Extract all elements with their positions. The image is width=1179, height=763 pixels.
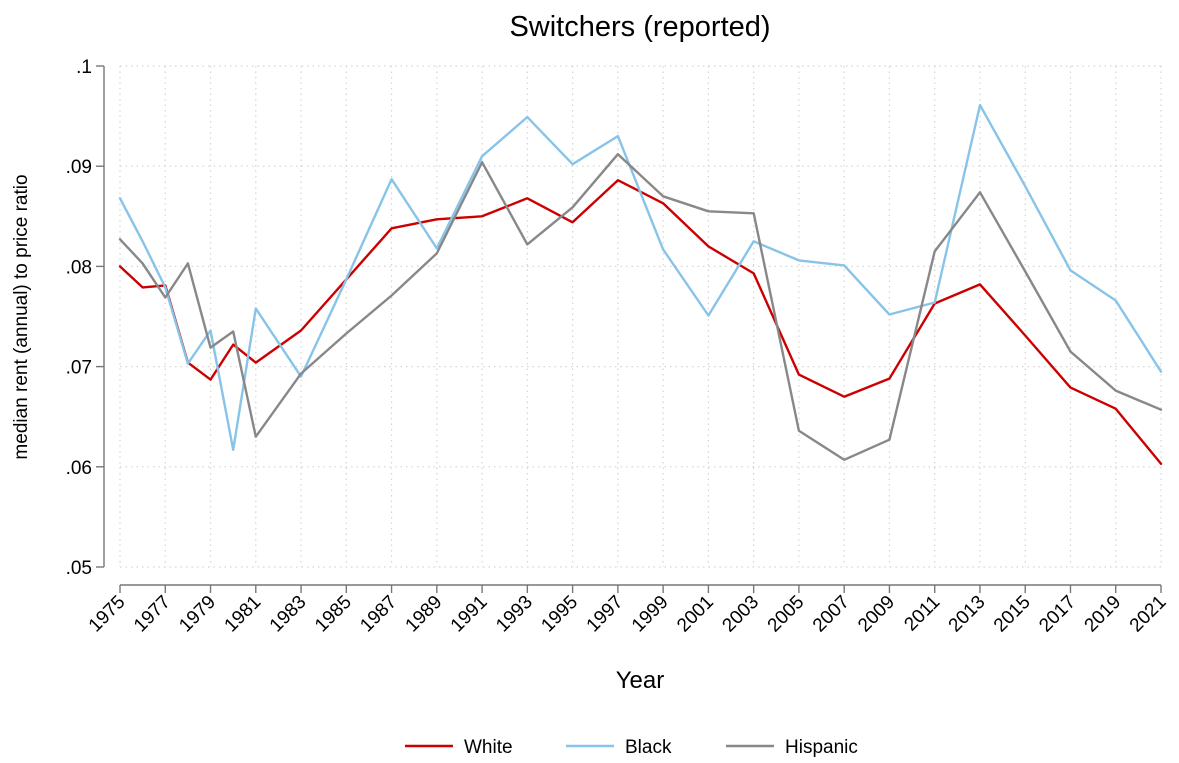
x-tick-label: 2013	[945, 592, 990, 637]
series-line-black	[118, 103, 1163, 451]
x-tick-label: 2011	[900, 592, 944, 636]
x-tick-label: 2017	[1035, 592, 1080, 637]
x-tick-label: 2007	[809, 592, 854, 637]
legend-label-hispanic: Hispanic	[785, 737, 858, 758]
y-tick-label: .08	[66, 257, 92, 278]
x-axis-title: Year	[616, 667, 665, 694]
x-tick-label: 2003	[718, 592, 763, 637]
x-tick-label: 2021	[1126, 592, 1171, 637]
x-tick-label: 1975	[85, 592, 130, 637]
series-line-white	[118, 178, 1163, 465]
y-tick-label: .05	[66, 558, 92, 579]
x-tick-label: 1997	[583, 592, 628, 637]
legend-label-white: White	[464, 737, 513, 758]
legend-label-black: Black	[625, 737, 672, 758]
gridlines	[119, 65, 1162, 568]
series-line-hispanic	[118, 152, 1163, 461]
x-tick-label: 1985	[311, 592, 356, 637]
y-tick-label: .1	[76, 57, 92, 78]
y-axis-title: median rent (annual) to price ratio	[11, 174, 32, 459]
series-lines	[118, 103, 1163, 465]
x-tick-label: 1983	[266, 592, 311, 637]
x-tick-label: 1987	[356, 592, 401, 637]
legend: White Black Hispanic	[405, 737, 858, 758]
x-tick-label: 2015	[990, 592, 1035, 637]
x-tick-label: 1991	[447, 592, 492, 637]
x-tick-label: 1995	[537, 592, 582, 637]
y-tick-label: .09	[66, 157, 92, 178]
x-tick-label: 1999	[628, 592, 673, 637]
x-tick-label: 1981	[221, 592, 266, 637]
chart-title: Switchers (reported)	[509, 11, 770, 43]
x-tick-label: 2009	[854, 592, 899, 637]
x-tick-label: 1989	[402, 592, 447, 637]
x-tick-label: 1977	[130, 592, 175, 637]
y-tick-label: .06	[66, 458, 92, 479]
x-tick-label: 2001	[673, 592, 718, 637]
x-tick-label: 1993	[492, 592, 537, 637]
x-tick-label: 2005	[764, 592, 809, 637]
y-tick-label: .07	[66, 358, 92, 379]
x-tick-label: 1979	[175, 592, 220, 637]
x-tick-label: 2019	[1081, 592, 1126, 637]
